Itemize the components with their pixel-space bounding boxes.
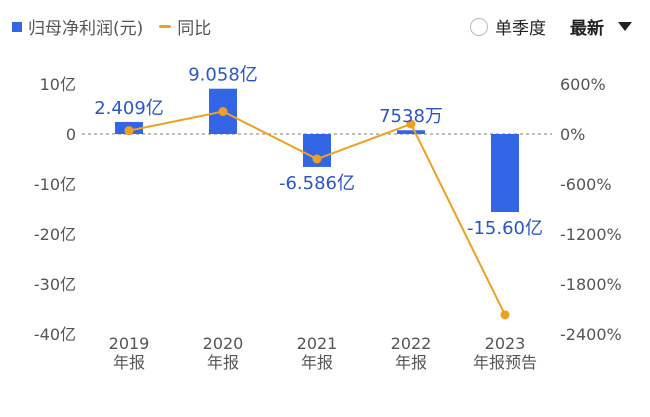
- period-dropdown[interactable]: 最新: [570, 14, 632, 39]
- x-tick-label: 2020: [203, 334, 244, 353]
- x-tick-label: 年报: [395, 353, 427, 372]
- right-tick-label: -1200%: [560, 225, 622, 244]
- right-tick-label: 0%: [560, 125, 585, 144]
- bar-swatch-icon: [12, 21, 22, 32]
- x-tick-label: 年报: [301, 353, 333, 372]
- x-tick-label: 年报: [207, 353, 239, 372]
- yoy-point: [500, 310, 510, 320]
- bar: [397, 130, 425, 134]
- bar-data-label: 7538万: [379, 106, 443, 127]
- bar-data-label: 9.058亿: [188, 65, 258, 86]
- period-dropdown-label: 最新: [570, 19, 604, 39]
- x-tick-label: 2019: [109, 334, 150, 353]
- yoy-point: [124, 126, 134, 136]
- x-tick-label: 2023: [485, 334, 526, 353]
- legend-label-yoy: 同比: [177, 19, 212, 39]
- yoy-point: [218, 107, 228, 116]
- yoy-point: [406, 119, 416, 129]
- quarterly-radio[interactable]: 单季度: [470, 14, 546, 39]
- legend: 归母净利润(元) 同比: [12, 14, 227, 39]
- bar-data-label: 2.409亿: [94, 98, 164, 119]
- bar-data-label: -15.60亿: [467, 218, 543, 239]
- right-tick-label: -600%: [560, 175, 612, 194]
- left-tick-label: 0: [66, 125, 76, 144]
- x-tick-label: 2022: [391, 334, 432, 353]
- right-tick-label: 600%: [560, 75, 606, 94]
- triangle-down-icon: [618, 22, 632, 31]
- right-tick-label: -2400%: [560, 325, 622, 344]
- chart-header: 归母净利润(元) 同比 单季度 最新: [0, 0, 650, 56]
- quarterly-radio-label: 单季度: [495, 19, 546, 39]
- legend-item-yoy[interactable]: 同比: [159, 14, 211, 39]
- left-tick-label: -40亿: [34, 325, 76, 344]
- x-tick-label: 年报预告: [473, 353, 537, 372]
- line-swatch-icon: [159, 25, 172, 28]
- bar-data-label: -6.586亿: [279, 173, 355, 194]
- right-tick-label: -1800%: [560, 275, 622, 294]
- left-tick-label: -10亿: [34, 175, 76, 194]
- x-tick-label: 年报: [113, 353, 145, 372]
- left-tick-label: -30亿: [34, 275, 76, 294]
- left-tick-label: 10亿: [40, 75, 76, 94]
- legend-label-net-profit: 归母净利润(元): [28, 19, 144, 39]
- chart-controls: 单季度 最新: [470, 14, 632, 39]
- yoy-point: [312, 154, 322, 164]
- left-tick-label: -20亿: [34, 225, 76, 244]
- bar: [491, 134, 519, 212]
- x-tick-label: 2021: [297, 334, 338, 353]
- legend-item-net-profit[interactable]: 归母净利润(元): [12, 14, 143, 39]
- radio-circle-icon: [470, 17, 488, 36]
